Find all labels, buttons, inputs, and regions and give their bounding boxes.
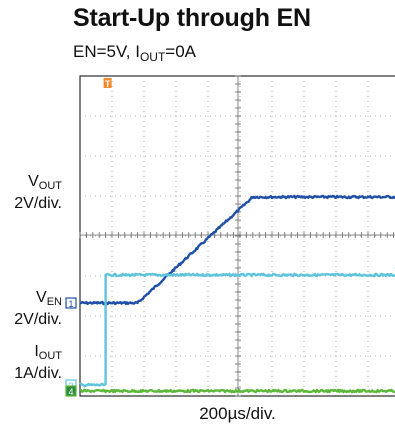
iout-channel-label: IOUT 1A/div. bbox=[0, 343, 62, 383]
iout-name: I bbox=[34, 343, 39, 360]
subtitle-rest: =0A bbox=[165, 42, 197, 61]
trigger-marker-label: T bbox=[105, 79, 111, 89]
channel-marker-4: 4 bbox=[65, 385, 77, 397]
ven-scale: 2V/div. bbox=[14, 311, 62, 328]
ven-channel-label: VEN 2V/div. bbox=[0, 289, 62, 329]
vout-name-sub: OUT bbox=[38, 180, 62, 192]
channel-marker-label: 4 bbox=[68, 387, 73, 397]
trace-iout bbox=[79, 388, 395, 394]
subtitle-en: EN=5V, I bbox=[73, 42, 140, 61]
x-axis-label: 200µs/div. bbox=[199, 404, 276, 423]
ven-name: V bbox=[36, 289, 47, 306]
vout-scale: 2V/div. bbox=[14, 195, 62, 212]
subtitle-sub: OUT bbox=[139, 50, 166, 64]
trace-ven bbox=[79, 272, 395, 388]
channel-marker-label: 1 bbox=[68, 299, 73, 309]
page-subtitle: EN=5V, IOUT=0A bbox=[73, 42, 196, 64]
vout-channel-label: VOUT 2V/div. bbox=[0, 173, 62, 213]
iout-scale: 1A/div. bbox=[14, 365, 62, 382]
trace-vout bbox=[79, 194, 395, 306]
page-title: Start-Up through EN bbox=[73, 4, 311, 32]
trace-group bbox=[79, 194, 395, 394]
ven-name-sub: EN bbox=[46, 296, 62, 308]
vout-name: V bbox=[28, 173, 39, 190]
iout-name-sub: OUT bbox=[38, 350, 62, 362]
channel-markers: 124T bbox=[65, 78, 395, 397]
channel-marker-1: 1 bbox=[65, 297, 77, 309]
trigger-marker: T bbox=[103, 78, 112, 89]
